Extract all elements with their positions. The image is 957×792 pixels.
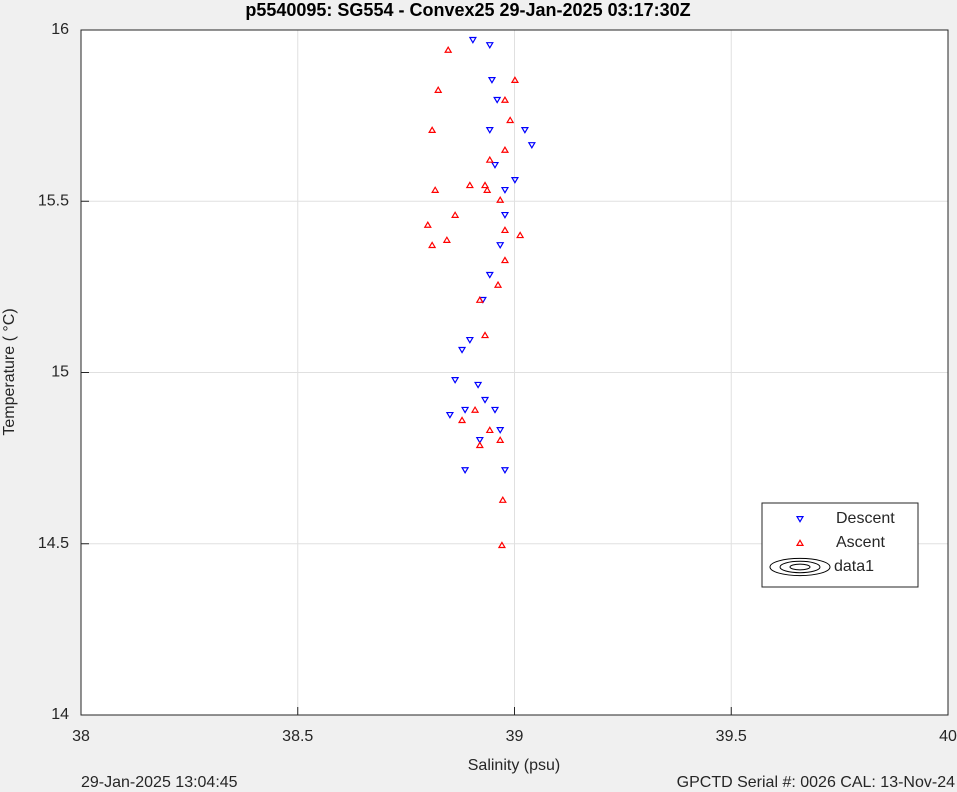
data-point (485, 426, 494, 434)
legend-swatch (779, 560, 821, 574)
data-point (487, 77, 497, 84)
y-axis-label: Temperature ( °C) (1, 308, 18, 435)
data-point (428, 126, 437, 134)
data-point (475, 436, 484, 444)
data-point (465, 181, 474, 189)
legend-label: Ascent (836, 534, 885, 551)
data-point (474, 381, 483, 389)
footer-left: 29-Jan-2025 13:04:45 (81, 774, 238, 791)
data-point (445, 411, 454, 419)
data-point (480, 181, 490, 189)
data-point (457, 346, 467, 354)
data-point (483, 186, 492, 193)
y-tick-label: 14 (51, 706, 69, 723)
data-point (490, 406, 500, 414)
data-point (457, 416, 467, 424)
x-tick-label: 38.5 (282, 728, 313, 745)
data-point (500, 95, 510, 103)
data-point (451, 211, 460, 218)
data-point (500, 186, 510, 194)
data-point (490, 161, 500, 169)
data-point (527, 142, 536, 149)
legend-label: data1 (834, 558, 874, 575)
y-tick-label: 15.5 (38, 192, 69, 209)
data-point (506, 116, 515, 124)
x-tick-label: 39 (506, 728, 524, 745)
data-point (496, 427, 505, 434)
data-point (497, 541, 506, 549)
axes-box (80, 29, 949, 716)
marks (423, 36, 536, 549)
data-point (428, 241, 437, 249)
x-tick-label: 39.5 (716, 728, 747, 745)
legend-swatch (795, 539, 805, 547)
x-axis-label: Salinity (psu) (468, 757, 560, 774)
data-point (461, 467, 470, 474)
legend-box (761, 502, 919, 588)
y-tick-label: 14.5 (38, 535, 69, 552)
legend-swatch (789, 563, 811, 571)
data-point (461, 406, 470, 414)
data-point (465, 336, 474, 344)
data-point (431, 186, 440, 193)
data-point (510, 76, 519, 84)
data-point (493, 280, 503, 288)
legend-label: Descent (836, 510, 895, 527)
data-point (496, 195, 505, 203)
data-point (475, 441, 484, 449)
data-point (485, 127, 494, 134)
data-point (485, 155, 494, 163)
y-tick-label: 15 (51, 364, 69, 381)
data-point (423, 220, 432, 228)
data-point (498, 496, 507, 503)
data-point (451, 377, 460, 384)
data-point (485, 271, 494, 279)
data-point (485, 42, 494, 49)
x-tick-label: 38 (72, 728, 90, 745)
data-point (480, 331, 490, 339)
data-point (500, 145, 510, 153)
data-point (500, 226, 510, 234)
data-point (442, 236, 451, 243)
footer-right: GPCTD Serial #: 0026 CAL: 13-Nov-24 (677, 774, 955, 791)
data-point (496, 436, 505, 443)
x-tick-label: 40 (939, 728, 957, 745)
data-point (496, 242, 505, 249)
data-point (510, 177, 519, 184)
data-point (500, 467, 510, 474)
data-point (434, 86, 443, 93)
data-point (516, 231, 525, 239)
data-point (520, 127, 529, 134)
data-point (500, 256, 510, 264)
y-tick-label: 16 (51, 21, 69, 38)
data-point (475, 296, 484, 303)
data-point (468, 36, 477, 44)
data-point (444, 45, 453, 53)
legend-swatch (769, 557, 831, 577)
data-point (493, 96, 502, 104)
chart-title: p5540095: SG554 - Convex25 29-Jan-2025 0… (245, 0, 690, 20)
data-point (471, 405, 480, 413)
legend-swatch (795, 515, 805, 523)
legend: Descent Ascent data1 (761, 502, 919, 588)
data-point (480, 396, 490, 404)
data-point (500, 211, 510, 219)
